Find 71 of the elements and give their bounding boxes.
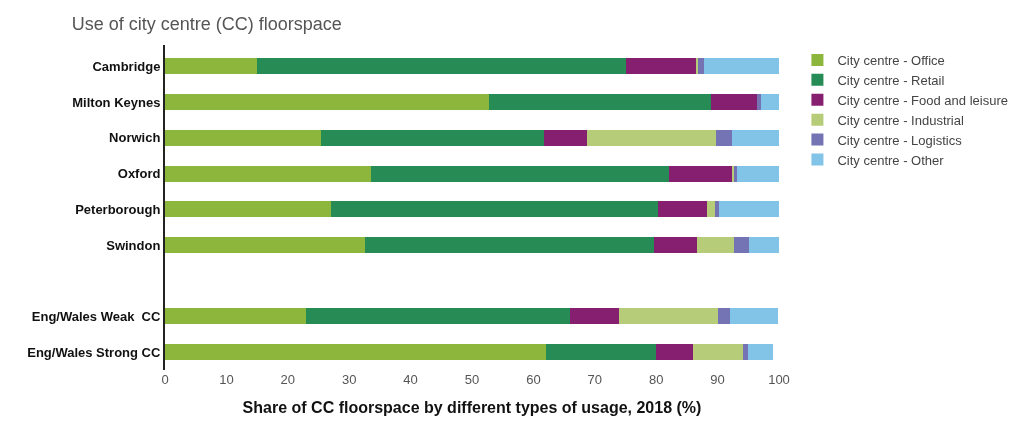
bar — [669, 165, 733, 182]
legend-label: City centre - Industrial — [837, 112, 964, 128]
bar — [718, 308, 730, 325]
bar — [165, 165, 372, 182]
bar — [320, 129, 544, 146]
bar — [742, 344, 749, 361]
bar — [330, 201, 659, 218]
x-tick-label: 0 — [161, 372, 169, 387]
y-tick-label: Eng/Wales Strong CC — [27, 344, 162, 360]
bar — [488, 94, 711, 111]
bar — [718, 201, 779, 218]
bar — [714, 201, 719, 218]
bar — [729, 308, 779, 325]
bar — [748, 344, 774, 361]
x-tick-label: 100 — [768, 372, 790, 387]
bar — [732, 129, 779, 146]
bar — [704, 58, 779, 75]
bar — [697, 58, 705, 75]
y-tick-label: Cambridge — [92, 58, 161, 74]
bar — [658, 201, 708, 218]
x-tick-label: 90 — [710, 372, 725, 387]
bar — [570, 308, 620, 325]
x-tick-label: 80 — [648, 372, 664, 387]
y-tick-label: Swindon — [106, 237, 161, 253]
bar — [306, 308, 571, 325]
y-tick-label: Milton Keynes — [72, 94, 161, 110]
bar — [707, 201, 715, 218]
bar — [165, 129, 321, 146]
bar — [715, 129, 733, 146]
legend-label: City centre - Office — [837, 53, 945, 69]
bar — [165, 94, 489, 111]
bar — [165, 344, 546, 361]
x-tick-label: 30 — [341, 372, 357, 387]
bar — [165, 308, 307, 325]
bar — [371, 165, 670, 182]
bar — [619, 308, 719, 325]
bar — [625, 58, 697, 75]
bar — [364, 236, 655, 254]
bar — [756, 94, 762, 111]
x-tick-label: 70 — [587, 372, 603, 387]
legend-label: City centre - Retail — [837, 72, 945, 88]
bar — [748, 236, 779, 254]
x-axis-title: Share of CC floorspace by different types of usage, 2018 (%) — [242, 398, 702, 416]
x-tick-label: 60 — [526, 372, 541, 387]
x-tick-label: 20 — [280, 372, 296, 387]
bar — [654, 236, 697, 254]
bar — [165, 236, 365, 254]
y-tick-label: Peterborough — [75, 201, 161, 217]
x-tick-label: 10 — [219, 372, 234, 387]
bar — [710, 94, 757, 111]
y-tick-label: Norwich — [109, 130, 161, 146]
legend-label: City centre - Other — [837, 152, 945, 168]
bar — [586, 129, 716, 146]
bar — [545, 344, 657, 361]
bar — [736, 165, 779, 182]
y-tick-label: Eng/Wales Weak CC — [31, 308, 162, 324]
bar — [656, 344, 694, 361]
bar — [693, 344, 743, 361]
bar — [257, 58, 626, 75]
legend-label: City centre - Logistics — [837, 132, 963, 148]
bar — [733, 236, 749, 254]
bar — [761, 94, 779, 111]
x-tick-label: 50 — [464, 372, 480, 387]
bar — [696, 236, 734, 254]
bar — [543, 129, 587, 146]
bar — [165, 58, 258, 75]
x-tick-label: 40 — [403, 372, 418, 387]
chart-title: Use of city centre (CC) floorspace — [71, 13, 342, 34]
legend-label: City centre - Food and leisure — [837, 92, 1008, 108]
y-tick-label: Oxford — [117, 166, 161, 182]
bar — [165, 201, 331, 218]
